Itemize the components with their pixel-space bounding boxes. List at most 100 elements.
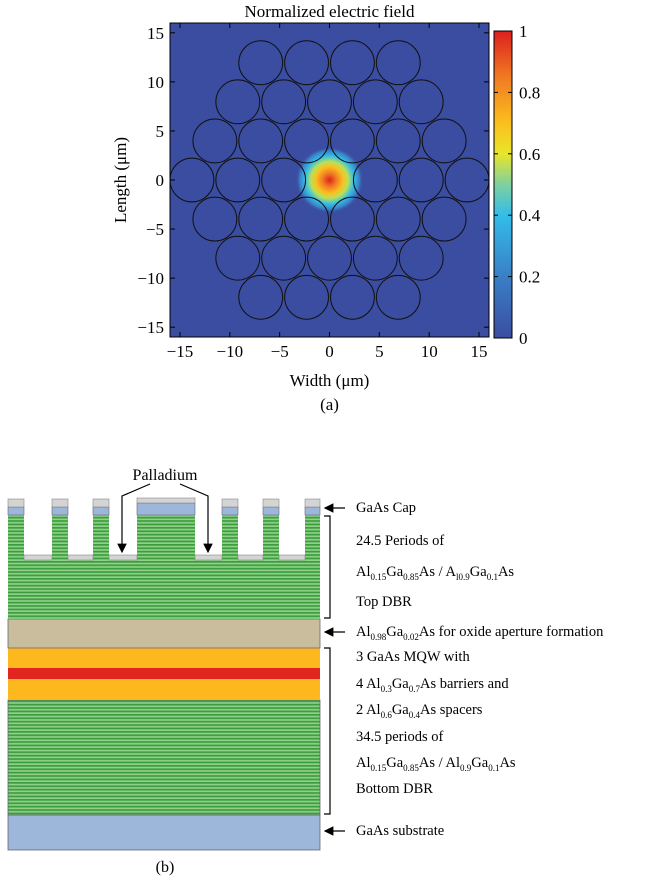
air-hole bbox=[375, 196, 421, 242]
x-tick-label: 10 bbox=[421, 342, 438, 361]
air-hole bbox=[375, 118, 421, 164]
air-hole bbox=[329, 274, 375, 320]
x-tick-label: 15 bbox=[471, 342, 488, 361]
layer-label: Al0.98Ga0.02As for oxide aperture format… bbox=[356, 624, 604, 642]
air-hole bbox=[375, 40, 421, 86]
x-tick-label: −10 bbox=[217, 342, 244, 361]
subscript: 0.3 bbox=[381, 684, 393, 694]
label-text: GaAs substrate bbox=[356, 823, 444, 839]
subscript: 0.6 bbox=[381, 710, 393, 720]
subscript: 0.85 bbox=[403, 572, 419, 582]
label-text: Ga bbox=[471, 755, 488, 771]
label-text: As spacers bbox=[420, 702, 483, 718]
label-text: Ga bbox=[386, 564, 403, 580]
air-hole bbox=[329, 196, 375, 242]
subscript: 0.85 bbox=[403, 763, 419, 773]
air-hole bbox=[307, 235, 352, 281]
label-text: GaAs Cap bbox=[356, 500, 416, 516]
air-hole bbox=[329, 118, 375, 164]
air-hole bbox=[352, 157, 398, 203]
field-spot bbox=[295, 146, 364, 214]
colorbar-tick-label: 0.2 bbox=[519, 268, 540, 287]
air-hole bbox=[421, 196, 467, 242]
layer-label: Al0.15Ga0.85As / Al0.9Ga0.1As bbox=[356, 564, 514, 582]
air-hole bbox=[170, 157, 215, 203]
air-hole bbox=[398, 157, 444, 203]
subscript: 0.7 bbox=[409, 684, 421, 694]
colorbar-tick-label: 0 bbox=[519, 329, 528, 348]
air-hole bbox=[444, 157, 489, 203]
subscript: 0.1 bbox=[488, 763, 499, 773]
annotation-lines bbox=[323, 503, 345, 836]
y-tick-label: 5 bbox=[156, 122, 165, 141]
label-text: Al bbox=[356, 624, 371, 640]
air-hole bbox=[284, 40, 330, 86]
bottom-dbr bbox=[7, 699, 321, 816]
x-tick-label: −5 bbox=[271, 342, 289, 361]
x-tick-label: −15 bbox=[167, 342, 194, 361]
subscript: 0.4 bbox=[409, 710, 421, 720]
air-hole bbox=[261, 157, 307, 203]
palladium-arrows bbox=[117, 483, 213, 554]
label-text: As barriers and bbox=[420, 676, 509, 692]
colorbar bbox=[493, 30, 513, 339]
y-tick-label: 10 bbox=[147, 73, 164, 92]
air-hole bbox=[261, 235, 307, 281]
y-tick-label: 0 bbox=[156, 171, 165, 190]
spacer-layer bbox=[8, 648, 320, 668]
label-text: As / Al bbox=[419, 755, 460, 771]
air-hole bbox=[352, 79, 398, 125]
label-text: As / A bbox=[419, 564, 457, 580]
air-hole bbox=[261, 79, 307, 125]
layer-label: Top DBR bbox=[356, 594, 412, 610]
subscript: 0.9 bbox=[460, 763, 472, 773]
air-hole bbox=[307, 79, 352, 125]
label-text: Bottom DBR bbox=[356, 781, 433, 797]
y-axis-label: Length (μm) bbox=[111, 137, 130, 223]
layer-label: GaAs Cap bbox=[356, 500, 416, 516]
colorbar-tick-label: 0.6 bbox=[519, 145, 540, 164]
air-hole bbox=[352, 235, 398, 281]
label-text: 24.5 Periods of bbox=[356, 533, 444, 549]
air-hole bbox=[284, 274, 330, 320]
y-tick-label: −5 bbox=[146, 220, 164, 239]
label-text: Ga bbox=[470, 564, 487, 580]
air-hole bbox=[284, 118, 330, 164]
air-hole bbox=[329, 40, 375, 86]
air-hole bbox=[192, 118, 238, 164]
label-text: Ga bbox=[386, 755, 403, 771]
layer-label: Al0.15Ga0.85As / Al0.9Ga0.1As bbox=[356, 755, 516, 773]
air-hole bbox=[238, 274, 284, 320]
air-hole bbox=[398, 235, 444, 281]
y-tick-label: −10 bbox=[137, 269, 164, 288]
y-tick-label: 15 bbox=[147, 24, 164, 43]
subscript: 0.15 bbox=[371, 763, 387, 773]
substrate-layer bbox=[7, 814, 321, 851]
label-text: Top DBR bbox=[356, 594, 412, 610]
air-hole bbox=[238, 118, 284, 164]
label-text: 34.5 periods of bbox=[356, 729, 444, 745]
layer-label: 24.5 Periods of bbox=[356, 533, 444, 549]
air-hole bbox=[215, 235, 261, 281]
field-layer bbox=[170, 40, 489, 320]
mqw-layer bbox=[8, 668, 320, 679]
subscript: l0.9 bbox=[456, 572, 470, 582]
caption: (b) bbox=[156, 859, 175, 876]
colorbar-tick-label: 0.8 bbox=[519, 83, 540, 102]
layer-label: Bottom DBR bbox=[356, 781, 433, 797]
colorbar-tick-label: 0.4 bbox=[519, 206, 541, 225]
label-text: As for oxide aperture formation bbox=[419, 624, 604, 640]
air-hole bbox=[215, 157, 261, 203]
air-hole bbox=[192, 196, 238, 242]
layer-label: 2 Al0.6Ga0.4As spacers bbox=[356, 702, 483, 720]
air-hole bbox=[238, 40, 284, 86]
oxide-layer bbox=[7, 618, 321, 649]
x-axis-label: Width (μm) bbox=[290, 371, 370, 390]
chart-title: Normalized electric field bbox=[245, 2, 415, 21]
subscript: 0.02 bbox=[403, 632, 419, 642]
air-hole bbox=[421, 118, 467, 164]
layer-label: 3 GaAs MQW with bbox=[356, 649, 470, 665]
